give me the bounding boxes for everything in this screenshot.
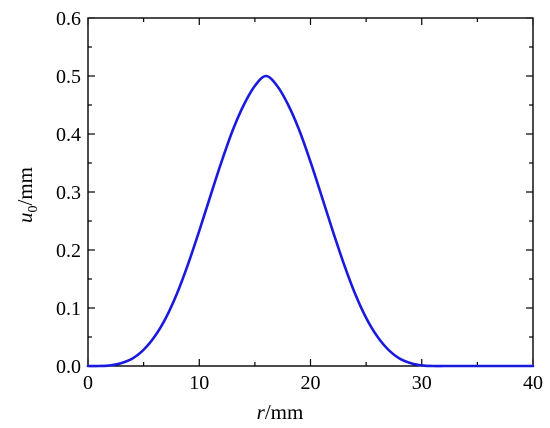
y-tick-label: 0.4: [56, 124, 81, 146]
y-axis-label: u0/mm: [13, 167, 41, 223]
x-tick-label: 30: [412, 372, 432, 394]
y-tick-label: 0.6: [56, 8, 81, 30]
y-tick-label: 0.2: [56, 240, 81, 262]
series-layer: [86, 74, 535, 368]
y-tick-label: 0.0: [56, 356, 81, 378]
plot-frame: [87, 17, 534, 367]
series-line: [86, 74, 535, 368]
y-tick-label: 0.3: [56, 182, 81, 204]
y-tick-label: 0.5: [56, 66, 81, 88]
y-axis-unit: /mm: [13, 167, 37, 206]
x-tick-label: 20: [301, 372, 321, 394]
y-ticks: 0.0 0.1 0.2 0.3 0.4 0.5 0.6: [56, 8, 533, 378]
x-axis-variable: r: [257, 400, 266, 424]
y-axis-variable: u: [13, 213, 37, 224]
x-tick-label: 0: [83, 372, 93, 394]
x-tick-label: 10: [189, 372, 209, 394]
x-tick-label: 40: [523, 372, 543, 394]
x-axis-label: r/mm: [257, 400, 304, 424]
x-ticks: 0 10 20 30 40: [83, 18, 543, 394]
y-axis-subscript: 0: [26, 206, 41, 213]
axes: [87, 17, 534, 367]
y-tick-label: 0.1: [56, 298, 81, 320]
x-axis-unit: /mm: [265, 400, 304, 424]
